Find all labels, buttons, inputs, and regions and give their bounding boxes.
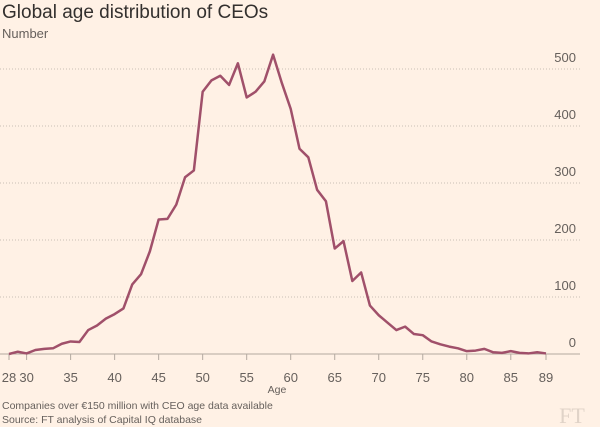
y-tick-label: 0: [569, 335, 576, 350]
data-line: [8, 53, 547, 356]
x-tick-label: 65: [327, 370, 341, 385]
logo: FT: [559, 403, 585, 427]
source: Source: FT analysis of Capital IQ databa…: [2, 414, 202, 426]
chart-title: Global age distribution of CEOs: [2, 2, 268, 23]
x-tick-label: 60: [283, 370, 297, 385]
x-tick-label: 50: [195, 370, 209, 385]
x-axis-label: Age: [268, 384, 287, 396]
y-tick-label: 300: [554, 164, 576, 179]
x-tick-label: 75: [416, 370, 430, 385]
x-tick-label: 80: [460, 370, 474, 385]
y-tick-label: 500: [554, 50, 576, 65]
y-tick-label: 200: [554, 221, 576, 236]
x-tick-label: 89: [539, 370, 553, 385]
note: Companies over €150 million with CEO age…: [2, 400, 273, 412]
x-tick-label: 28: [2, 370, 16, 385]
y-tick-label: 100: [554, 278, 576, 293]
y-tick-label: 400: [554, 107, 576, 122]
x-tick-label: 55: [239, 370, 253, 385]
x-tick-label: 30: [19, 370, 33, 385]
x-tick-label: 35: [63, 370, 77, 385]
x-tick-label: 40: [107, 370, 121, 385]
x-tick-label: 45: [151, 370, 165, 385]
x-tick-label: 70: [372, 370, 386, 385]
x-tick-label: 85: [504, 370, 518, 385]
chart-subtitle: Number: [2, 26, 49, 41]
